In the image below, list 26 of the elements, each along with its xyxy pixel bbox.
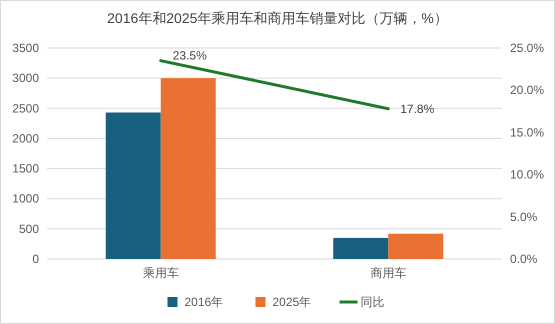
bar: [333, 238, 388, 259]
y2-tick-label: 10.0%: [510, 168, 544, 182]
y2-tick-label: 5.0%: [510, 210, 538, 224]
bar: [160, 78, 216, 259]
y2-tick-label: 25.0%: [510, 41, 544, 55]
legend-label: 2025年: [272, 295, 312, 309]
bar: [106, 112, 161, 259]
y-tick-label: 1500: [12, 162, 40, 176]
y-tick-label: 2000: [12, 131, 40, 146]
y-tick-label: 500: [18, 222, 40, 236]
y-tick-label: 3500: [12, 41, 40, 55]
x-tick-label: 乘用车: [142, 266, 179, 280]
data-label: 17.8%: [400, 102, 435, 116]
y2-tick-label: 15.0%: [510, 125, 544, 140]
chart-title: 2016年和2025年乘用车和商用车销量对比（万辆，%）: [107, 10, 448, 26]
bar: [388, 234, 444, 259]
legend-label: 同比: [360, 295, 384, 309]
y-tick-label: 2500: [12, 101, 40, 116]
y-tick-label: 1000: [12, 192, 40, 206]
x-tick-label: 商用车: [370, 266, 406, 280]
legend-label: 2016年: [184, 295, 224, 309]
y2-tick-label: 0.0%: [510, 252, 538, 266]
y2-tick-label: 20.0%: [510, 83, 544, 98]
data-label: 23.5%: [172, 48, 208, 63]
y-tick-label: 0: [32, 252, 40, 266]
y-tick-label: 3000: [12, 71, 40, 86]
